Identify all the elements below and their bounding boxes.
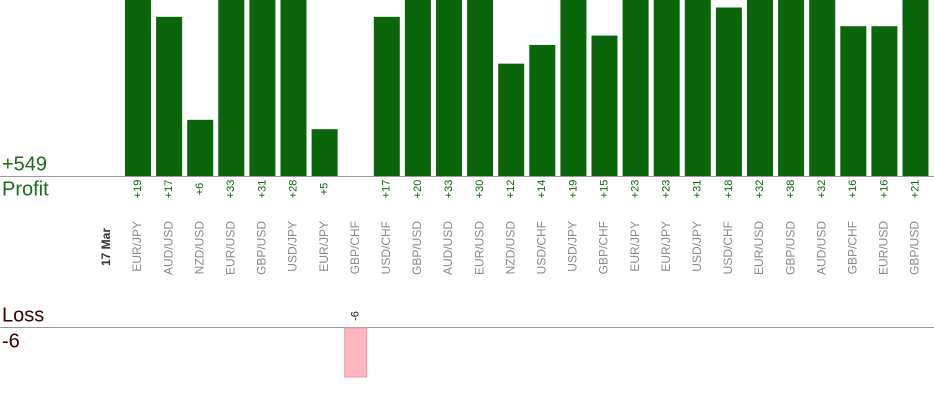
profit-bar — [809, 0, 836, 176]
category-label: GBP/USD — [255, 221, 269, 275]
loss-bar — [344, 327, 368, 378]
profit-bar — [249, 0, 276, 176]
category-label: GBP/USD — [783, 221, 797, 275]
value-label: +17 — [381, 180, 393, 199]
value-label: -6 — [350, 311, 362, 321]
category-label: NZD/USD — [192, 221, 206, 275]
profit-bar — [404, 0, 431, 176]
profit-bar — [591, 35, 618, 177]
category-label: EUR/JPY — [317, 221, 331, 272]
profit-bar — [871, 26, 898, 176]
profit-bar — [125, 0, 151, 177]
value-label: +23 — [661, 180, 673, 199]
profit-bar — [715, 7, 742, 176]
value-label: +14 — [536, 180, 548, 199]
category-label: USD/JPY — [566, 221, 580, 272]
category-label: EUR/JPY — [130, 221, 144, 272]
loss-label: Loss — [2, 304, 44, 326]
profit-total: +549 — [2, 153, 47, 175]
value-label: +28 — [287, 180, 299, 199]
category-label: AUD/USD — [814, 221, 828, 275]
value-label: +15 — [598, 180, 610, 199]
value-label: +16 — [878, 180, 890, 199]
category-label: EUR/JPY — [628, 221, 642, 272]
value-label: +30 — [474, 180, 486, 199]
category-label: AUD/USD — [161, 221, 175, 275]
profit-bar — [529, 44, 556, 176]
value-label: +6 — [194, 183, 206, 196]
profit-bar — [467, 0, 494, 177]
profit-label: Profit — [2, 178, 49, 200]
value-label: +31 — [256, 180, 268, 199]
profit-bar — [778, 0, 805, 177]
category-label: GBP/CHF — [348, 221, 362, 274]
profit-bar — [218, 0, 245, 176]
profit-bar — [653, 0, 680, 177]
value-label: +33 — [443, 180, 455, 199]
profit-bar — [747, 0, 773, 176]
value-label: +21 — [909, 180, 921, 199]
value-label: +19 — [567, 180, 579, 199]
category-label: EUR/USD — [877, 221, 891, 275]
value-label: +19 — [132, 180, 144, 199]
value-label: +20 — [412, 180, 424, 199]
value-label: +38 — [785, 180, 797, 199]
profit-bar — [280, 0, 307, 176]
value-label: +16 — [847, 180, 859, 199]
category-label: NZD/USD — [503, 221, 517, 275]
profit-bar — [560, 0, 587, 177]
profit-bar — [187, 119, 214, 176]
value-label: +18 — [723, 180, 735, 199]
date-label: 17 Mar — [99, 228, 113, 266]
value-label: +33 — [225, 180, 237, 199]
category-label: EUR/USD — [752, 221, 766, 275]
category-label: USD/CHF — [534, 221, 548, 274]
category-label: GBP/CHF — [845, 221, 859, 274]
value-label: +5 — [319, 183, 331, 196]
profit-bar — [373, 16, 400, 177]
category-label: EUR/USD — [223, 221, 237, 275]
category-label: GBP/CHF — [597, 221, 611, 274]
profit-bar — [840, 26, 867, 176]
value-label: +32 — [754, 180, 766, 199]
profit-bar — [311, 129, 338, 176]
category-label: GBP/USD — [410, 221, 424, 275]
profit-bar — [156, 16, 183, 177]
category-label: EUR/JPY — [659, 221, 673, 272]
profit-bar — [684, 0, 711, 176]
category-label: USD/CHF — [379, 221, 393, 274]
value-label: +32 — [816, 180, 828, 199]
loss-total: -6 — [2, 330, 20, 352]
profit-bar — [498, 63, 525, 176]
category-label: AUD/USD — [441, 221, 455, 275]
value-label: +31 — [692, 180, 704, 199]
value-label: +23 — [630, 180, 642, 199]
value-label: +12 — [505, 180, 517, 199]
profit-bar — [902, 0, 929, 177]
category-label: USD/JPY — [690, 221, 704, 272]
category-label: USD/CHF — [721, 221, 735, 274]
category-label: USD/JPY — [286, 221, 300, 272]
profit-bar — [436, 0, 462, 176]
value-label: +17 — [163, 180, 175, 199]
category-label: GBP/USD — [908, 221, 922, 275]
category-label: EUR/USD — [472, 221, 486, 275]
profit-bar — [622, 0, 649, 177]
